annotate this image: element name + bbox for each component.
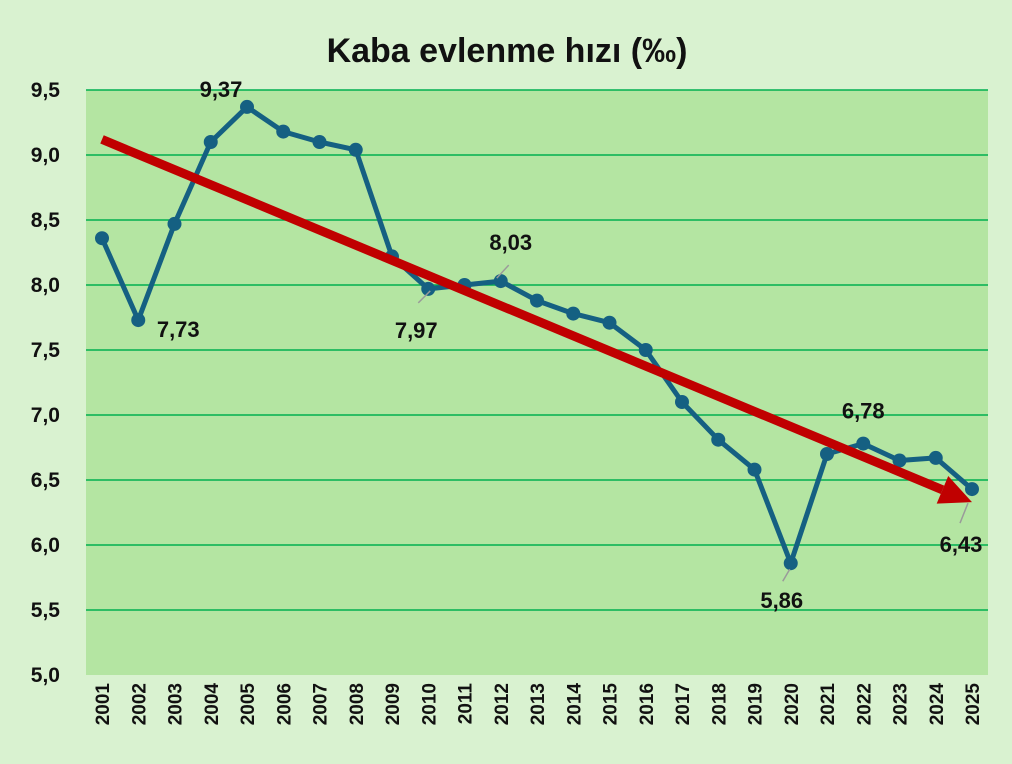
chart-title: Kaba evlenme hızı (‰) [327, 32, 688, 70]
x-tick-label: 2016 [637, 683, 658, 725]
x-tick-label: 2010 [419, 683, 440, 725]
data-point [783, 556, 798, 571]
data-point [95, 231, 109, 246]
trend-arrow [100, 135, 972, 504]
x-tick-label: 2024 [927, 683, 948, 726]
y-axis-ticks: 5,0 5,5 6,0 6,5 7,0 7,5 8,0 8,5 9,0 9,5 [31, 79, 61, 687]
x-tick-label: 2025 [963, 683, 984, 726]
data-point [312, 135, 327, 149]
x-tick-label: 2001 [93, 683, 114, 726]
data-point [493, 274, 508, 289]
data-labels: 7,73 9,37 7,97 8,03 5,86 6,78 6,43 [157, 77, 983, 613]
y-tick-label: 8,0 [31, 274, 60, 297]
x-tick-label: 2009 [383, 683, 404, 725]
data-point [638, 343, 653, 357]
y-tick-label: 7,5 [31, 339, 61, 362]
plot-area [86, 90, 988, 675]
leader-line [496, 264, 510, 279]
data-label: 8,03 [489, 230, 532, 255]
x-tick-label: 2008 [347, 683, 368, 725]
y-tick-label: 5,0 [31, 664, 60, 687]
data-label: 5,86 [760, 588, 803, 613]
x-tick-label: 2021 [818, 683, 839, 726]
y-tick-label: 6,0 [31, 534, 60, 557]
y-tick-label: 5,5 [31, 599, 61, 622]
x-tick-label: 2011 [456, 683, 477, 725]
x-tick-label: 2019 [746, 683, 767, 725]
trend-arrow-shaft [100, 135, 945, 494]
data-point [167, 216, 182, 231]
data-point [820, 447, 834, 461]
y-tick-label: 9,5 [31, 79, 61, 102]
x-tick-label: 2002 [129, 683, 150, 725]
y-tick-label: 9,0 [31, 144, 60, 167]
x-tick-label: 2003 [166, 683, 187, 725]
leader-line [417, 290, 431, 304]
trend-arrow-head [936, 475, 972, 504]
data-point [675, 395, 689, 409]
x-tick-label: 2018 [709, 683, 730, 725]
data-label: 7,73 [157, 317, 200, 342]
x-tick-label: 2017 [673, 683, 694, 725]
data-point [530, 293, 544, 308]
x-tick-label: 2006 [274, 683, 295, 725]
data-label: 7,97 [395, 318, 438, 343]
data-point [276, 124, 291, 139]
data-point [421, 281, 436, 296]
data-point [203, 135, 218, 149]
data-point [566, 306, 581, 321]
x-tick-label: 2022 [854, 683, 875, 725]
x-tick-label: 2007 [311, 683, 332, 725]
data-point [602, 315, 617, 330]
data-point [747, 462, 762, 477]
y-tick-label: 7,0 [31, 404, 60, 427]
data-point [240, 99, 254, 114]
x-tick-label: 2004 [202, 683, 223, 726]
x-tick-label: 2015 [601, 683, 622, 726]
x-axis-ticks: 2001 2002 2003 2004 2005 2006 2007 2008 2009 2010… [93, 683, 984, 726]
leader-line [782, 568, 791, 582]
data-label: 6,43 [940, 532, 983, 557]
y-tick-label: 6,5 [31, 469, 61, 492]
gridlines [86, 89, 988, 611]
x-tick-label: 2014 [564, 683, 585, 726]
data-point [348, 142, 363, 157]
data-point [928, 450, 943, 465]
label-leader-lines [417, 264, 969, 582]
data-label: 9,37 [200, 77, 243, 102]
data-label: 6,78 [842, 399, 885, 424]
leader-line [959, 502, 969, 524]
x-tick-label: 2005 [238, 683, 259, 726]
x-tick-label: 2012 [492, 683, 513, 725]
data-point [856, 436, 871, 451]
data-point [965, 482, 979, 497]
y-tick-label: 8,5 [31, 209, 61, 232]
data-point [131, 313, 146, 328]
data-point [892, 453, 907, 468]
x-tick-label: 2020 [782, 683, 803, 725]
x-tick-label: 2023 [891, 683, 912, 725]
x-tick-label: 2013 [528, 683, 549, 725]
data-point [711, 432, 726, 447]
